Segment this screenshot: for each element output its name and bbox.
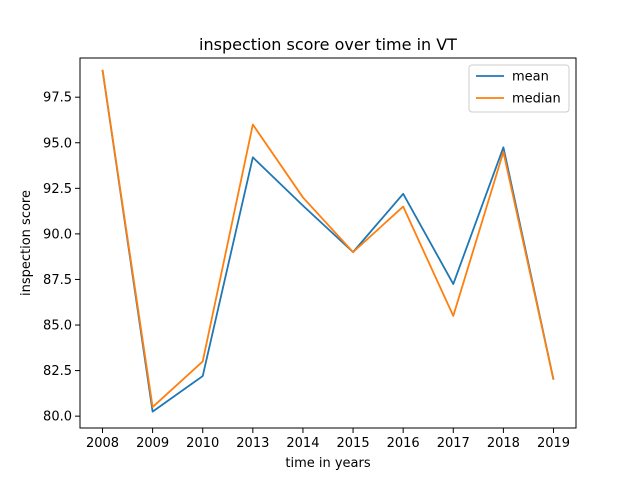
x-axis-label: time in years: [285, 456, 370, 471]
y-tick-label: 97.5: [43, 91, 72, 106]
y-tick-label: 85.0: [43, 319, 72, 334]
y-axis: 80.0 82.5 85.0 87.5 90.0 92.5 95.0 97.5: [43, 91, 80, 425]
plot-frame: [79, 57, 577, 429]
y-tick-label: 92.5: [43, 182, 72, 197]
legend-label-median: median: [512, 92, 561, 107]
y-tick-label: 90.0: [43, 227, 72, 242]
legend-label-mean: mean: [512, 70, 549, 85]
x-tick-label: 2013: [236, 436, 269, 451]
chart-title: inspection score over time in VT: [199, 35, 457, 54]
x-tick-label: 2018: [487, 436, 520, 451]
x-axis: 2008 2009 2010 2013 2014 2015 2016 2017 2018 2019: [86, 428, 570, 451]
x-tick-label: 2010: [186, 436, 219, 451]
x-tick-label: 2008: [86, 436, 119, 451]
y-axis-label: inspection score: [19, 190, 34, 296]
x-tick-label: 2014: [286, 436, 319, 451]
x-tick-label: 2015: [337, 436, 370, 451]
series-line-mean: [101, 69, 555, 413]
y-tick-label: 87.5: [43, 273, 72, 288]
series-layer: [101, 69, 555, 413]
y-tick-label: 82.5: [43, 364, 72, 379]
y-tick-label: 95.0: [43, 136, 72, 151]
x-tick-label: 2009: [136, 436, 169, 451]
x-tick-label: 2017: [437, 436, 470, 451]
legend: mean median: [468, 64, 570, 113]
series-line-median: [101, 69, 555, 408]
y-tick-label: 80.0: [43, 410, 72, 425]
x-tick-label: 2016: [387, 436, 420, 451]
x-tick-label: 2019: [537, 436, 570, 451]
